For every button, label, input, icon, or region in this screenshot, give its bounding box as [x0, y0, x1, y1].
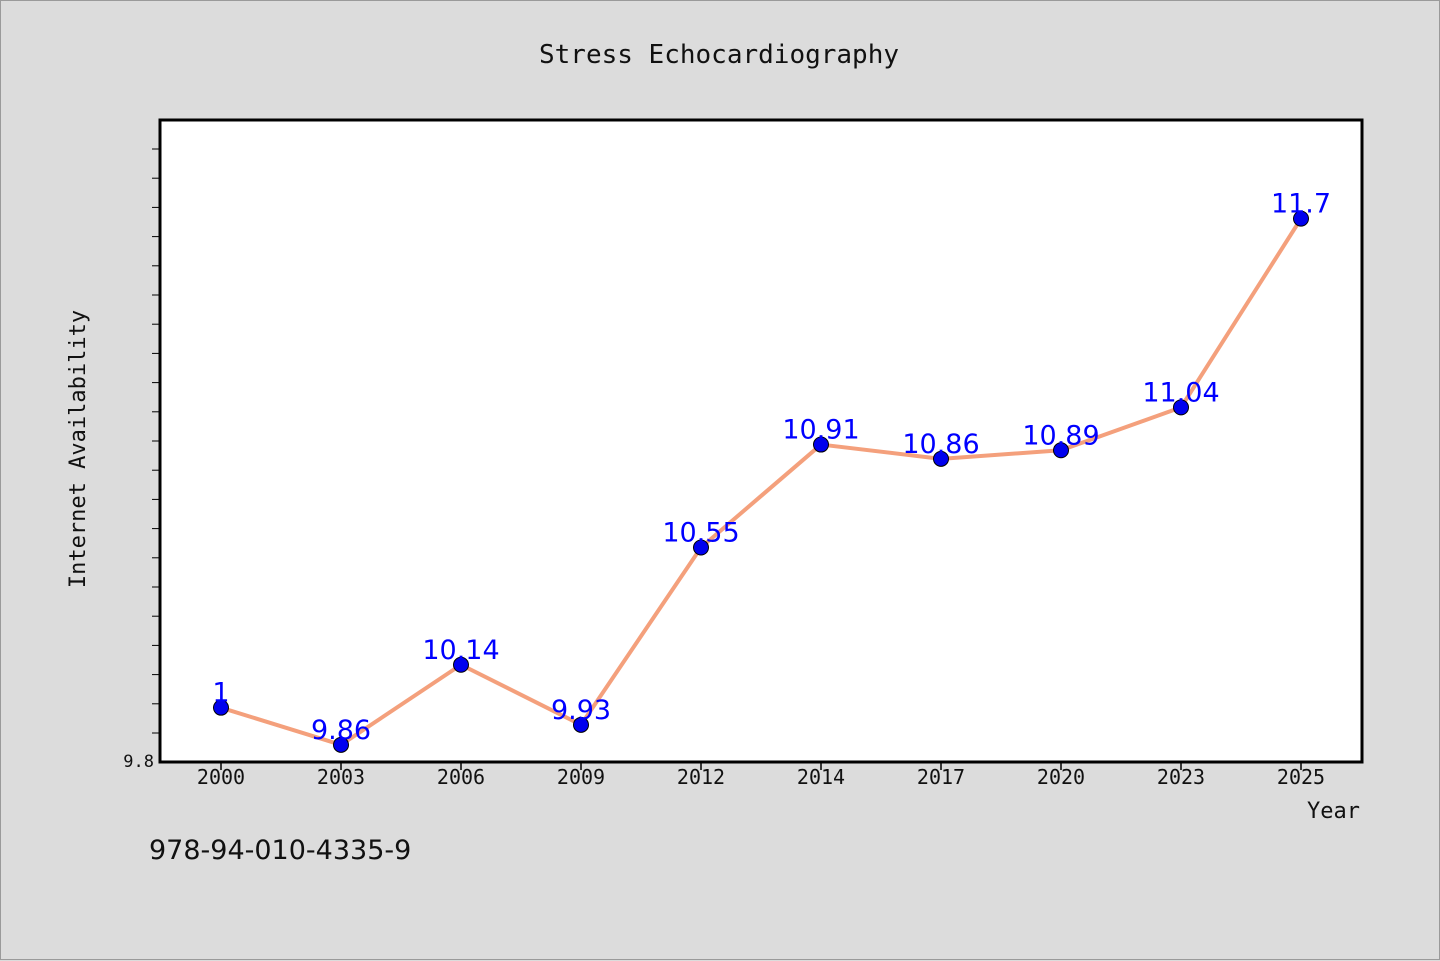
data-point [933, 450, 949, 467]
data-label: 10.91 [782, 415, 859, 446]
data-label: 11.04 [1142, 377, 1219, 408]
y-axis-ticks [152, 148, 160, 734]
y-axis-label: Internet Availability [66, 310, 91, 588]
x-tick-label: 2025 [1277, 765, 1325, 789]
data-label: 10.14 [422, 635, 499, 666]
x-tick-label: 2009 [557, 765, 605, 789]
x-tick-label: 2006 [437, 765, 485, 789]
x-tick-label: 2012 [677, 765, 725, 789]
series-line-group [219, 216, 1303, 747]
x-tick-label: 2017 [917, 765, 965, 789]
data-point [1053, 442, 1069, 459]
data-point [1293, 210, 1309, 227]
footer-code: 978-94-010-4335-9 [149, 835, 412, 866]
data-point [693, 539, 709, 556]
data-label: 10.86 [902, 429, 979, 460]
data-point [333, 736, 349, 753]
data-point [453, 656, 469, 673]
x-axis-ticks: 2000 2003 2006 2009 2012 2014 2017 2020 2023 2025 [197, 762, 1325, 789]
series-line [219, 216, 1303, 747]
data-label: 9.86 [311, 715, 371, 746]
data-labels: 1 9.86 10.14 9.93 10.55 10.91 10.86 10.89 11.04 1… [212, 189, 1331, 746]
data-label: 10.89 [1022, 420, 1099, 451]
data-point [573, 716, 589, 733]
data-label: 11.7 [1271, 189, 1331, 220]
x-axis-label: Year [1307, 799, 1360, 824]
data-label: 9.93 [551, 695, 611, 726]
x-tick-label: 2020 [1037, 765, 1085, 789]
data-point [213, 699, 229, 716]
y-tick-label: 9.8 [123, 752, 154, 772]
chart-title: Stress Echocardiography [539, 40, 899, 70]
data-point [813, 436, 829, 453]
plot-area [158, 118, 1364, 764]
series-markers [213, 210, 1309, 753]
x-tick-label: 2014 [797, 765, 845, 789]
data-point [1173, 399, 1189, 416]
x-tick-label: 2000 [197, 765, 245, 789]
data-label: 10.55 [662, 518, 739, 549]
x-tick-label: 2023 [1157, 765, 1205, 789]
x-tick-label: 2003 [317, 765, 365, 789]
data-label: 1 [212, 678, 229, 709]
